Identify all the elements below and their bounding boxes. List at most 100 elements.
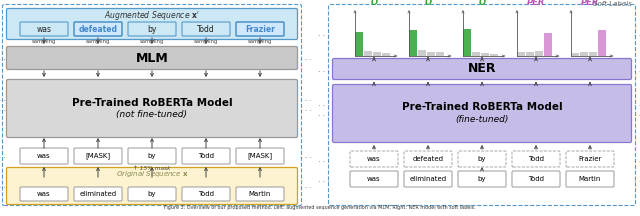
FancyBboxPatch shape <box>350 171 398 187</box>
Text: Augmented Sequence $\mathbf{x}'$: Augmented Sequence $\mathbf{x}'$ <box>104 8 200 22</box>
Bar <box>526 52 534 56</box>
FancyBboxPatch shape <box>182 148 230 164</box>
FancyBboxPatch shape <box>404 171 452 187</box>
Bar <box>571 53 579 56</box>
Bar <box>373 52 381 56</box>
Text: PER: PER <box>527 0 545 7</box>
FancyBboxPatch shape <box>6 79 298 138</box>
Text: . . .: . . . <box>318 99 330 108</box>
FancyBboxPatch shape <box>512 151 560 167</box>
Text: ↑ 15% mask: ↑ 15% mask <box>133 166 171 171</box>
Text: . . .: . . . <box>0 181 6 191</box>
FancyBboxPatch shape <box>333 84 632 143</box>
Text: (not fine-tuned): (not fine-tuned) <box>116 110 188 119</box>
Text: Original Sequence $\mathbf{x}$: Original Sequence $\mathbf{x}$ <box>116 169 188 179</box>
Text: . . .: . . . <box>300 181 312 191</box>
Text: O: O <box>424 0 431 7</box>
Text: Todd: Todd <box>198 191 214 197</box>
Text: MLM: MLM <box>136 51 168 65</box>
Text: sampling: sampling <box>86 39 110 44</box>
Text: . . .: . . . <box>0 151 6 160</box>
Text: . . .: . . . <box>0 54 6 62</box>
FancyBboxPatch shape <box>6 167 298 205</box>
Text: Todd: Todd <box>528 176 544 182</box>
FancyBboxPatch shape <box>236 187 284 201</box>
Text: by: by <box>477 156 486 162</box>
Text: sampling: sampling <box>194 39 218 44</box>
Text: Todd: Todd <box>197 24 215 33</box>
FancyBboxPatch shape <box>20 187 68 201</box>
Text: . . .: . . . <box>0 94 6 103</box>
Text: . . .: . . . <box>300 94 312 103</box>
Bar <box>535 51 543 56</box>
Bar <box>490 54 499 56</box>
Text: . . .: . . . <box>634 109 640 118</box>
Bar <box>481 53 490 56</box>
Text: Soft Labels: Soft Labels <box>593 1 632 7</box>
Text: . . .: . . . <box>0 104 6 113</box>
FancyBboxPatch shape <box>74 22 122 36</box>
Bar <box>517 52 525 56</box>
Text: by: by <box>148 191 156 197</box>
Text: defeated: defeated <box>413 156 444 162</box>
Text: . . .: . . . <box>634 99 640 108</box>
FancyBboxPatch shape <box>182 22 230 36</box>
Text: defeated: defeated <box>79 24 118 33</box>
Text: Todd: Todd <box>198 153 214 159</box>
Text: . . .: . . . <box>634 65 640 73</box>
Text: was: was <box>37 191 51 197</box>
Bar <box>409 30 417 56</box>
Text: Frazier: Frazier <box>579 156 602 162</box>
Bar <box>472 52 481 56</box>
Text: . . .: . . . <box>300 151 312 160</box>
Bar <box>427 52 435 56</box>
Text: Figure 3: Overview of our proposed method. Left: augmented sequence generation v: Figure 3: Overview of our proposed metho… <box>164 205 476 210</box>
Text: Pre-Trained RoBERTa Model: Pre-Trained RoBERTa Model <box>72 97 232 108</box>
Text: . . .: . . . <box>634 175 640 184</box>
Text: eliminated: eliminated <box>410 176 447 182</box>
FancyBboxPatch shape <box>458 171 506 187</box>
Text: . . .: . . . <box>318 65 330 73</box>
Text: Frazier: Frazier <box>245 24 275 33</box>
Text: [MASK]: [MASK] <box>248 153 273 159</box>
Text: Martin: Martin <box>249 191 271 197</box>
Text: by: by <box>147 24 157 33</box>
FancyBboxPatch shape <box>404 151 452 167</box>
FancyBboxPatch shape <box>128 22 176 36</box>
Bar <box>463 29 472 56</box>
FancyBboxPatch shape <box>20 148 68 164</box>
Text: PER: PER <box>581 0 599 7</box>
Text: Pre-Trained RoBERTa Model: Pre-Trained RoBERTa Model <box>402 103 563 113</box>
FancyBboxPatch shape <box>236 22 284 36</box>
Text: . . .: . . . <box>318 175 330 184</box>
Text: . . .: . . . <box>318 109 330 118</box>
Text: Todd: Todd <box>528 156 544 162</box>
FancyBboxPatch shape <box>128 148 176 164</box>
FancyBboxPatch shape <box>6 46 298 70</box>
Text: sampling: sampling <box>32 39 56 44</box>
Bar <box>580 52 588 56</box>
Text: was: was <box>37 153 51 159</box>
Bar <box>382 53 390 56</box>
Bar <box>544 33 552 56</box>
Bar <box>355 32 364 56</box>
FancyBboxPatch shape <box>350 151 398 167</box>
Text: NER: NER <box>468 62 496 76</box>
Text: [MASK]: [MASK] <box>85 153 111 159</box>
Text: . . .: . . . <box>300 54 312 62</box>
FancyBboxPatch shape <box>182 187 230 201</box>
Text: . . .: . . . <box>318 154 330 164</box>
FancyBboxPatch shape <box>6 8 298 40</box>
Text: . . .: . . . <box>318 30 330 38</box>
FancyBboxPatch shape <box>128 187 176 201</box>
Text: O: O <box>371 0 378 7</box>
Bar <box>436 52 444 56</box>
Text: sampling: sampling <box>140 39 164 44</box>
Text: was: was <box>36 24 51 33</box>
FancyBboxPatch shape <box>74 187 122 201</box>
Text: eliminated: eliminated <box>79 191 116 197</box>
Bar <box>418 50 426 56</box>
Bar <box>598 30 606 56</box>
Text: (fine-tuned): (fine-tuned) <box>455 115 509 124</box>
Bar <box>364 51 372 56</box>
